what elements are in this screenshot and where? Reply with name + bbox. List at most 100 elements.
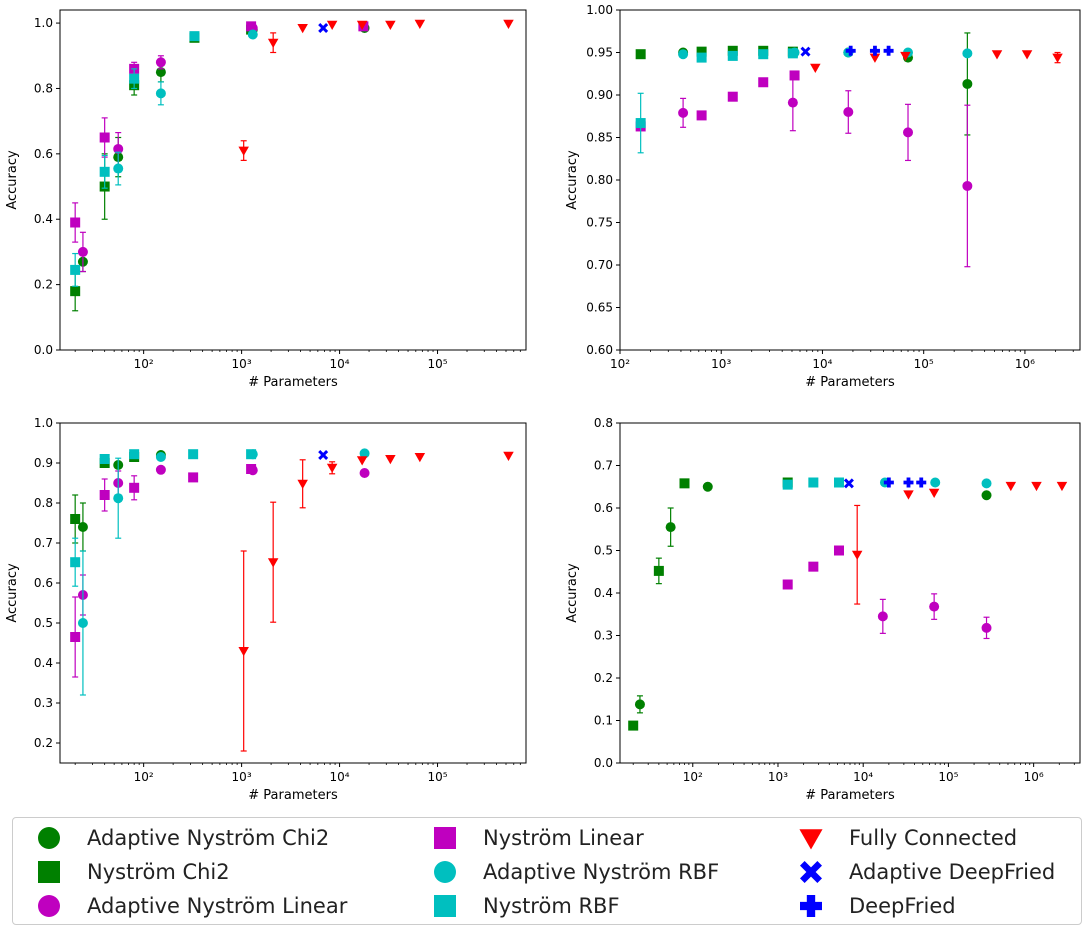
data-point — [843, 107, 854, 117]
legend-label: Adaptive DeepFried — [849, 860, 1056, 884]
legend-marker — [434, 861, 456, 883]
y-tick-label: 0.3 — [34, 696, 53, 710]
data-point — [833, 477, 844, 488]
data-point — [851, 550, 863, 560]
data-point — [883, 477, 894, 488]
data-point — [634, 699, 645, 710]
data-point — [70, 557, 81, 568]
data-point — [903, 477, 914, 488]
data-point — [129, 449, 140, 460]
data-point — [782, 579, 793, 590]
plot-frame — [619, 9, 1081, 351]
data-point — [246, 464, 257, 474]
data-point — [903, 490, 914, 500]
subplot-bottom-left: 0.2 0.3 0.4 0.5 0.6 0.7 0.8 0.9 1.0 10² 10³ 10⁴ 10⁵ #… — [5, 416, 527, 803]
data-point — [414, 453, 426, 463]
legend: Adaptive Nyström Chi2 Nyström Chi2 Adapt… — [12, 817, 1082, 925]
data-point — [883, 45, 894, 56]
y-axis-label: Accuracy — [565, 563, 580, 623]
legend-label: Nyström Chi2 — [87, 860, 230, 884]
data-point — [99, 490, 110, 500]
x-tick-label: 10⁴ — [330, 357, 350, 371]
data-point — [155, 452, 166, 462]
legend-label: Adaptive Nyström Linear — [87, 894, 348, 918]
data-point — [981, 478, 992, 489]
y-tick-label: 0.2 — [594, 671, 613, 685]
data-point — [129, 73, 140, 84]
legend-entry: Fully Connected — [791, 821, 1017, 855]
legend-entry: Nyström Linear — [425, 821, 644, 855]
data-point — [267, 38, 279, 48]
x-tick-label: 10³ — [711, 357, 731, 371]
data-point — [356, 20, 368, 30]
data-point — [843, 478, 854, 489]
x-tick-label: 10⁶ — [1015, 357, 1035, 371]
data-point — [113, 493, 124, 504]
data-point — [155, 67, 166, 78]
data-point — [928, 488, 940, 498]
data-point — [929, 601, 940, 612]
data-point — [188, 472, 199, 483]
data-point — [903, 127, 914, 138]
y-axis-label: Accuracy — [5, 150, 20, 210]
legend-marker-icon — [800, 861, 822, 883]
data-point — [696, 46, 707, 57]
data-point — [808, 561, 819, 572]
y-tick-label: 0.1 — [594, 714, 613, 728]
data-point — [385, 455, 396, 465]
data-point — [70, 632, 81, 642]
legend-label: Adaptive Nyström Chi2 — [87, 826, 330, 850]
legend-marker-icon — [800, 895, 822, 917]
data-point — [808, 477, 819, 488]
data-point — [877, 611, 888, 622]
data-point — [155, 464, 166, 475]
data-point — [696, 110, 707, 121]
legend-entry: Nyström RBF — [425, 889, 620, 923]
x-tick-label: 10⁵ — [427, 770, 447, 784]
y-tick-label: 0.95 — [586, 46, 613, 60]
data-point — [70, 514, 81, 524]
data-point — [981, 622, 992, 633]
data-point — [238, 146, 249, 156]
legend-label: Adaptive Nyström RBF — [483, 860, 720, 884]
data-point — [727, 91, 738, 102]
legend-marker-icon — [38, 827, 60, 849]
x-tick-label: 10⁴ — [330, 770, 350, 784]
data-point — [155, 88, 166, 99]
data-point — [696, 52, 707, 63]
x-tick-label: 10³ — [232, 357, 252, 371]
data-point — [900, 51, 911, 62]
data-point — [653, 565, 664, 576]
data-point — [787, 97, 798, 108]
x-tick-label: 10⁵ — [914, 357, 934, 371]
y-tick-label: 0.4 — [34, 656, 53, 670]
data-point — [77, 522, 88, 532]
x-tick-label: 10³ — [768, 770, 788, 784]
x-tick-label: 10⁵ — [427, 357, 447, 371]
y-tick-label: 0.0 — [594, 756, 613, 770]
data-point — [238, 647, 249, 657]
data-point — [99, 166, 110, 177]
x-tick-label: 10⁴ — [812, 357, 832, 371]
legend-entry: Adaptive Nyström Chi2 — [29, 821, 329, 855]
legend-marker — [434, 895, 456, 917]
data-point — [70, 264, 81, 275]
legend-marker — [38, 827, 60, 849]
data-point — [297, 479, 308, 490]
legend-entry: Adaptive Nyström Linear — [29, 889, 347, 923]
data-point — [981, 490, 992, 501]
y-tick-label: 0.6 — [594, 501, 613, 515]
plot-frame — [59, 9, 527, 351]
legend-marker — [800, 895, 822, 917]
data-point — [503, 451, 514, 462]
y-tick-label: 1.0 — [34, 16, 53, 30]
legend-marker — [434, 827, 456, 849]
y-tick-label: 0.90 — [586, 88, 613, 102]
legend-marker-icon — [38, 861, 60, 883]
data-point — [800, 46, 811, 57]
data-point — [113, 163, 124, 174]
x-tick-label: 10² — [683, 770, 703, 784]
legend-marker-icon — [434, 827, 456, 849]
legend-marker-icon — [434, 861, 456, 883]
legend-entry: Adaptive Nyström RBF — [425, 855, 719, 889]
